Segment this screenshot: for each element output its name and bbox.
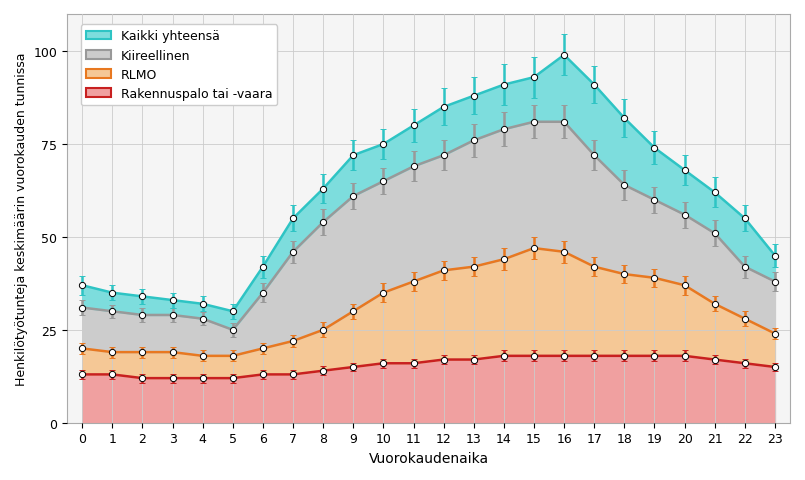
X-axis label: Vuorokaudenaika: Vuorokaudenaika [369, 451, 489, 465]
Y-axis label: Henkilötyötunteja keskimäärin vuorokauden tunnissa: Henkilötyötunteja keskimäärin vuorokaude… [15, 52, 28, 385]
Legend: Kaikki yhteensä, Kiireellinen, RLMO, Rakennuspalo tai -vaara: Kaikki yhteensä, Kiireellinen, RLMO, Rak… [80, 25, 277, 106]
